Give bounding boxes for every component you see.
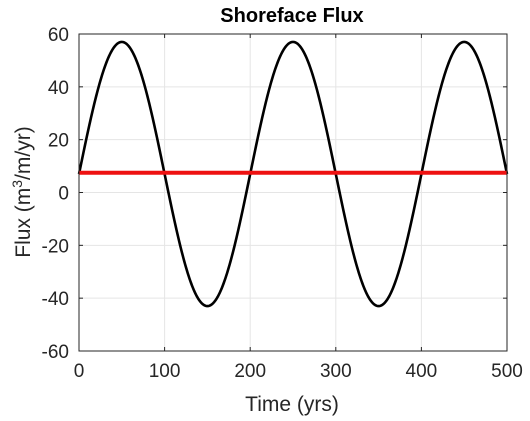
tick-marks: [78, 33, 508, 352]
x-tick-label: 300: [320, 361, 352, 382]
x-tick-label: 200: [234, 361, 266, 382]
x-tick-label: 100: [149, 361, 181, 382]
y-tick-label: 40: [48, 78, 69, 99]
y-tick-label: 60: [48, 25, 69, 46]
y-axis-label-prefix: Flux (m: [12, 188, 35, 258]
y-tick-label: -20: [42, 236, 69, 257]
x-tick-label: 0: [74, 361, 85, 382]
y-axis-label: Flux (m3/m/yr): [9, 126, 35, 257]
chart-title: Shoreface Flux: [220, 5, 363, 27]
y-tick-label: 0: [58, 184, 69, 205]
y-tick-label: -40: [42, 289, 69, 310]
x-tick-label: 400: [406, 361, 438, 382]
flux-series-line: [77, 40, 509, 308]
y-tick-label: 20: [48, 131, 69, 152]
y-axis-label-superscript: 3: [9, 180, 25, 188]
series: [77, 40, 509, 308]
tick-labels: 0 100 200 300 400 500 -60 -40 -20 0 20 40 60: [42, 25, 523, 382]
grid: [78, 33, 508, 352]
y-tick-label: -60: [42, 342, 69, 363]
x-axis-label: Time (yrs): [245, 393, 339, 416]
x-tick-label: 500: [491, 361, 523, 382]
y-axis-label-suffix: /m/yr): [12, 126, 35, 180]
